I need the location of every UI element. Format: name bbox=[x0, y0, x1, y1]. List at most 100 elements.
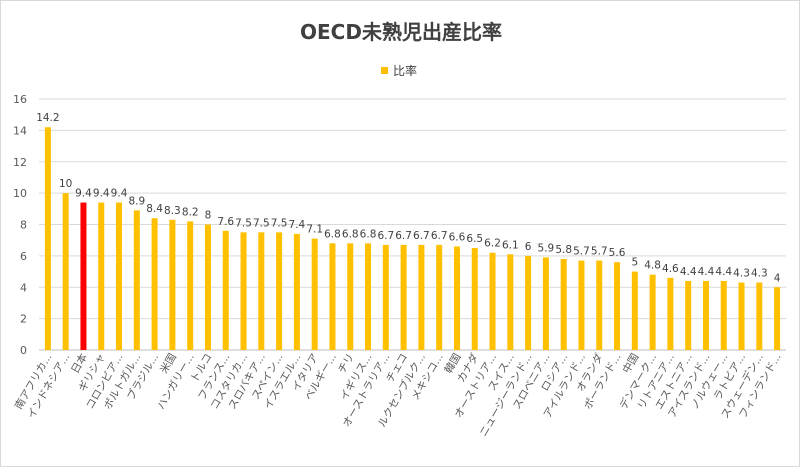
data-label: 8.2 bbox=[182, 206, 199, 218]
bar bbox=[151, 218, 158, 350]
legend-swatch bbox=[381, 67, 388, 74]
data-label: 6.1 bbox=[502, 239, 519, 251]
bars bbox=[44, 127, 781, 350]
y-tick-label: 12 bbox=[13, 156, 27, 169]
data-label: 14.2 bbox=[36, 112, 59, 124]
chart-title: OECD未熟児出産比率 bbox=[300, 20, 502, 44]
bar bbox=[596, 260, 603, 350]
data-label: 8.3 bbox=[164, 205, 181, 217]
gridlines bbox=[39, 98, 786, 351]
bar bbox=[116, 202, 123, 350]
bar bbox=[418, 244, 425, 350]
data-label: 9.4 bbox=[75, 188, 92, 200]
bar bbox=[258, 232, 265, 350]
data-label: 6.8 bbox=[360, 228, 377, 240]
data-label: 4.4 bbox=[680, 266, 697, 278]
data-label: 7.6 bbox=[217, 216, 234, 228]
bar bbox=[329, 243, 336, 350]
data-label: 8 bbox=[205, 210, 212, 222]
bar bbox=[489, 252, 496, 350]
bar bbox=[169, 219, 176, 350]
bar bbox=[400, 244, 407, 350]
data-label: 4.8 bbox=[644, 260, 661, 272]
bar bbox=[702, 280, 709, 350]
data-label: 5.8 bbox=[555, 244, 572, 256]
data-label: 7.5 bbox=[253, 217, 270, 229]
bar bbox=[98, 202, 105, 350]
bar bbox=[80, 202, 87, 350]
data-label: 6.8 bbox=[342, 228, 359, 240]
bar bbox=[525, 255, 532, 350]
data-label: 4 bbox=[774, 272, 781, 284]
data-label: 7.4 bbox=[289, 219, 306, 231]
bar bbox=[453, 246, 460, 350]
bar bbox=[560, 259, 567, 350]
data-label: 6.7 bbox=[377, 230, 394, 242]
bar bbox=[507, 254, 514, 350]
y-tick-label: 14 bbox=[13, 124, 27, 137]
data-label: 7.1 bbox=[306, 224, 323, 236]
y-tick-label: 2 bbox=[20, 313, 27, 326]
bar bbox=[222, 230, 229, 350]
bar bbox=[756, 282, 763, 350]
bar bbox=[365, 243, 372, 350]
category-labels: 南アフリカ...インドネシア...日本ギリシャコロンビア...ポルトガル...ブ… bbox=[12, 351, 784, 439]
data-label: 9.4 bbox=[93, 188, 110, 200]
legend: 比率 bbox=[381, 63, 417, 78]
data-label: 6.5 bbox=[466, 233, 483, 245]
data-label: 6.7 bbox=[395, 230, 412, 242]
data-label: 5 bbox=[631, 257, 638, 269]
data-label: 4.3 bbox=[733, 268, 750, 280]
data-label: 6.8 bbox=[324, 228, 341, 240]
data-label: 5.6 bbox=[609, 247, 626, 259]
bar bbox=[631, 271, 638, 350]
data-label: 5.7 bbox=[591, 246, 608, 258]
data-label: 6.7 bbox=[413, 230, 430, 242]
bar bbox=[382, 244, 389, 350]
y-tick-label: 4 bbox=[20, 281, 27, 294]
data-label: 4.3 bbox=[751, 268, 768, 280]
data-label: 6.2 bbox=[484, 238, 501, 250]
bar bbox=[685, 280, 692, 350]
bar bbox=[347, 243, 354, 350]
data-label: 6.7 bbox=[431, 230, 448, 242]
legend-label: 比率 bbox=[393, 63, 417, 78]
y-tick-label: 6 bbox=[20, 250, 27, 263]
data-label: 4.6 bbox=[662, 263, 679, 275]
data-label: 9.4 bbox=[111, 188, 128, 200]
bar bbox=[649, 274, 656, 350]
data-label: 5.9 bbox=[538, 242, 555, 254]
bar bbox=[204, 224, 211, 350]
bar bbox=[774, 287, 781, 350]
y-tick-label: 10 bbox=[13, 187, 27, 200]
y-tick-label: 0 bbox=[20, 344, 27, 357]
bar bbox=[471, 248, 478, 350]
bar bbox=[436, 244, 443, 350]
bar bbox=[614, 262, 621, 350]
data-label: 10 bbox=[59, 178, 72, 190]
data-label: 6 bbox=[525, 241, 532, 253]
bar bbox=[293, 233, 300, 350]
bar bbox=[542, 257, 549, 350]
bar bbox=[738, 282, 745, 350]
y-tick-label: 16 bbox=[13, 93, 27, 106]
bar bbox=[133, 210, 140, 350]
data-label: 4.4 bbox=[698, 266, 715, 278]
bar bbox=[240, 232, 247, 350]
bar bbox=[187, 221, 194, 350]
bar bbox=[578, 260, 585, 350]
bar bbox=[720, 280, 727, 350]
bar bbox=[62, 193, 69, 350]
data-label: 4.4 bbox=[715, 266, 732, 278]
data-label: 6.6 bbox=[449, 231, 466, 243]
bar bbox=[276, 232, 283, 350]
data-label: 8.9 bbox=[128, 195, 145, 207]
data-label: 7.5 bbox=[271, 217, 288, 229]
data-label: 5.7 bbox=[573, 246, 590, 258]
data-label: 7.5 bbox=[235, 217, 252, 229]
y-axis: 0 2 4 6 8 10 12 14 16 bbox=[13, 93, 27, 357]
y-tick-label: 8 bbox=[20, 219, 27, 232]
